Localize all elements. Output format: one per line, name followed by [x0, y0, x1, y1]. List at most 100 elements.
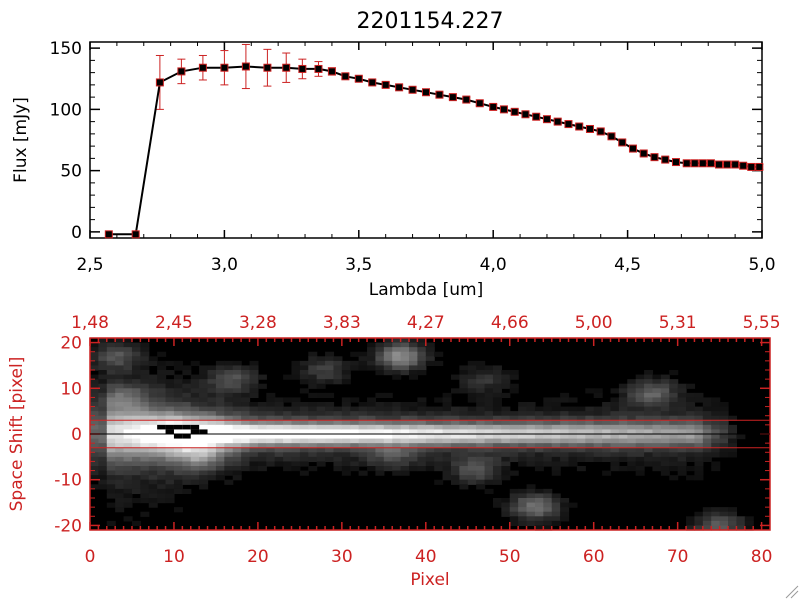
heatmap-cell	[610, 438, 620, 444]
heatmap-cell	[392, 452, 402, 458]
heatmap-cell	[131, 351, 141, 357]
heatmap-cell	[299, 429, 309, 435]
aperture-lines	[90, 419, 770, 449]
heatmap-cell	[635, 406, 645, 412]
heatmap-cell	[669, 447, 679, 453]
heatmap-cell	[450, 406, 460, 412]
heatmap-cell	[509, 415, 519, 421]
heatmap-cell	[333, 379, 343, 385]
heatmap-cell	[308, 379, 318, 385]
heatmap-cell	[518, 438, 528, 444]
heatmap-cell	[425, 461, 435, 467]
heatmap-cell	[215, 392, 225, 399]
heatmap-cell	[476, 424, 486, 431]
heatmap-cell	[392, 429, 402, 435]
heatmap-cell	[140, 420, 150, 426]
bottom-x-tick-label: 10	[163, 547, 185, 567]
heatmap-cell	[165, 370, 175, 376]
heatmap-cell	[543, 415, 553, 421]
heatmap-cell	[325, 402, 335, 408]
heatmap-cell	[123, 356, 133, 362]
heatmap-cell	[526, 415, 536, 421]
heatmap-cell	[367, 365, 377, 371]
heatmap-cell	[325, 429, 335, 435]
heatmap-cell	[190, 420, 200, 426]
heatmap-cell	[98, 461, 108, 467]
heatmap-cell	[534, 498, 544, 504]
heatmap-cell	[98, 406, 108, 412]
heatmap-cell	[417, 342, 427, 348]
heatmap-cell	[635, 447, 645, 453]
data-point	[731, 160, 740, 169]
heatmap-cell	[543, 420, 553, 426]
heatmap-cell	[148, 456, 158, 463]
heatmap-cell	[215, 461, 225, 467]
heatmap-cell	[509, 511, 519, 517]
heatmap-cell	[484, 406, 494, 412]
top-y-tick-label: 0	[71, 223, 82, 243]
wavelength-tick-label: 3,83	[323, 313, 361, 333]
heatmap-cell	[719, 415, 729, 421]
heatmap-cell	[266, 411, 276, 417]
heatmap-cell	[316, 374, 326, 380]
heatmap-cell	[459, 406, 469, 412]
heatmap-cell	[148, 466, 158, 472]
heatmap-cell	[568, 411, 578, 417]
resize-grip-icon[interactable]	[785, 585, 799, 599]
heatmap-cell	[98, 443, 108, 449]
heatmap-cell	[316, 360, 326, 367]
heatmap-cell	[677, 466, 687, 472]
heatmap-cell	[140, 374, 150, 380]
heatmap-cell	[299, 379, 309, 385]
heatmap-cell	[358, 438, 368, 444]
heatmap-cell	[274, 411, 284, 417]
heatmap-cell	[106, 484, 116, 490]
heatmap-cell	[215, 379, 225, 385]
heatmap-cell	[98, 415, 108, 421]
heatmap-cell	[148, 420, 158, 426]
heatmap-cell	[165, 447, 175, 453]
heatmap-cell	[157, 443, 167, 449]
heatmap-cell	[467, 388, 477, 394]
heatmap-cell	[106, 351, 116, 357]
top-x-axis-label: Lambda [um]	[369, 280, 483, 300]
heatmap-cell	[509, 507, 519, 513]
heatmap-cell	[207, 406, 217, 412]
heatmap-cell	[434, 438, 444, 444]
heatmap-cell	[90, 402, 99, 408]
heatmap-cell	[207, 415, 217, 421]
heatmap-cell	[585, 456, 595, 463]
heatmap-cell	[476, 452, 486, 458]
heatmap-cell	[241, 420, 251, 426]
heatmap-cell	[492, 420, 502, 426]
heatmap-cell	[106, 365, 116, 371]
heatmap-cell	[602, 411, 612, 417]
heatmap-cell	[694, 520, 704, 527]
heatmap-cell	[593, 456, 603, 463]
heatmap-cell	[551, 443, 561, 449]
heatmap-cell	[157, 466, 167, 472]
heatmap-cell	[241, 443, 251, 449]
data-point	[690, 159, 699, 168]
heatmap-cell	[409, 429, 419, 435]
heatmap-cell	[98, 338, 108, 344]
heatmap-cell	[249, 452, 259, 458]
heatmap-cell	[316, 452, 326, 458]
heatmap-cell	[299, 365, 309, 371]
heatmap-cell	[190, 402, 200, 408]
data-point	[198, 63, 207, 72]
heatmap-cell	[291, 461, 301, 467]
heatmap-cell	[492, 406, 502, 412]
heatmap-cell	[551, 420, 561, 426]
heatmap-cell	[148, 397, 158, 403]
heatmap-cell	[325, 424, 335, 431]
heatmap-cell	[173, 415, 183, 421]
heatmap-cell	[467, 392, 477, 399]
heatmap-cell	[711, 406, 721, 412]
heatmap-cell	[719, 511, 729, 517]
heatmap-cell	[660, 456, 670, 463]
heatmap-cell	[652, 434, 662, 440]
heatmap-cell	[165, 470, 175, 476]
heatmap-cell	[476, 461, 486, 467]
heatmap-cell	[98, 479, 108, 485]
